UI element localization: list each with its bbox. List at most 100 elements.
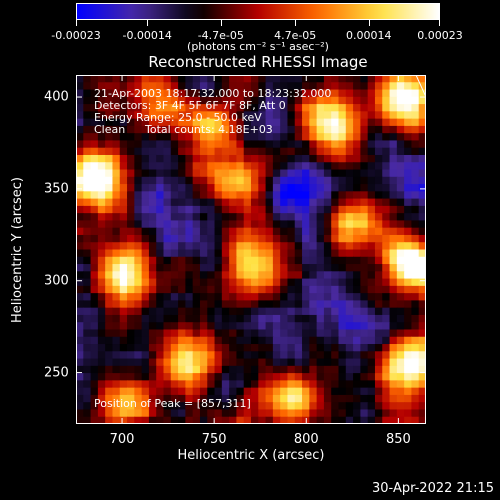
heatmap-cell xyxy=(374,154,383,163)
heatmap-cell xyxy=(148,205,157,214)
heatmap-cell xyxy=(236,307,245,316)
heatmap-cell xyxy=(360,285,369,294)
heatmap-cell xyxy=(156,365,165,374)
heatmap-cell xyxy=(76,358,84,367)
heatmap-cell xyxy=(302,402,310,411)
heatmap-cell xyxy=(396,264,405,272)
heatmap-cell xyxy=(396,387,405,396)
heatmap-cell xyxy=(258,140,267,149)
heatmap-cell xyxy=(316,147,325,156)
heatmap-cell xyxy=(170,147,179,156)
heatmap-cell xyxy=(251,111,259,120)
heatmap-cell xyxy=(280,191,289,200)
heatmap-cell xyxy=(294,300,303,309)
heatmap-cell xyxy=(156,402,165,411)
heatmap-cell xyxy=(374,89,383,98)
heatmap-cell xyxy=(141,162,150,171)
heatmap-cell xyxy=(411,154,420,163)
heatmap-cell xyxy=(389,307,398,316)
heatmap-cell xyxy=(229,133,238,142)
heatmap-cell xyxy=(360,242,369,251)
heatmap-cell xyxy=(389,322,398,331)
heatmap-cell xyxy=(251,242,259,251)
heatmap-cell xyxy=(251,154,259,163)
heatmap-cell xyxy=(156,89,165,98)
heatmap-cell xyxy=(207,133,216,142)
heatmap-cell xyxy=(323,89,332,98)
heatmap-cell xyxy=(163,125,172,134)
heatmap-cell xyxy=(236,220,245,229)
heatmap-cell xyxy=(353,307,361,316)
heatmap-cell xyxy=(221,344,230,352)
heatmap-cell xyxy=(404,104,413,112)
heatmap-cell xyxy=(134,307,143,316)
heatmap-cell xyxy=(192,402,201,411)
heatmap-cell xyxy=(112,387,121,396)
heatmap-cell xyxy=(156,118,165,127)
heatmap-plot[interactable] xyxy=(76,75,426,424)
heatmap-cell xyxy=(316,285,325,294)
heatmap-cell xyxy=(338,402,347,411)
heatmap-cell xyxy=(418,147,426,156)
heatmap-cell xyxy=(331,264,340,272)
heatmap-cell xyxy=(105,191,114,200)
heatmap-cell xyxy=(236,278,245,287)
heatmap-cell xyxy=(156,169,165,178)
heatmap-cell xyxy=(272,380,281,389)
heatmap-cell xyxy=(294,162,303,171)
heatmap-cell xyxy=(396,205,405,214)
heatmap-cell xyxy=(134,242,143,251)
heatmap-cell xyxy=(185,365,194,374)
heatmap-cell xyxy=(229,249,238,258)
heatmap-cell xyxy=(389,380,398,389)
heatmap-cell xyxy=(316,213,325,222)
heatmap-cell xyxy=(148,322,157,331)
heatmap-cell xyxy=(90,75,99,83)
heatmap-cell xyxy=(389,220,398,229)
heatmap-cell xyxy=(280,184,289,192)
heatmap-cell xyxy=(404,373,413,381)
heatmap-cell xyxy=(199,409,208,418)
heatmap-cell xyxy=(345,118,354,127)
heatmap-cell xyxy=(418,220,426,229)
heatmap-cell xyxy=(156,213,165,222)
heatmap-cell xyxy=(178,409,186,418)
heatmap-cell xyxy=(316,336,325,345)
heatmap-cell xyxy=(97,162,106,171)
heatmap-cell xyxy=(97,234,106,243)
heatmap-cell xyxy=(265,307,274,316)
heatmap-cell xyxy=(294,104,303,112)
heatmap-cell xyxy=(323,191,332,200)
heatmap-cell xyxy=(112,329,121,338)
heatmap-cell xyxy=(404,394,413,403)
heatmap-cell xyxy=(163,271,172,280)
heatmap-cell xyxy=(353,300,361,309)
heatmap-cell xyxy=(90,307,99,316)
heatmap-cell xyxy=(272,322,281,331)
heatmap-cell xyxy=(272,285,281,294)
heatmap-cell xyxy=(411,96,420,105)
heatmap-cell xyxy=(345,104,354,112)
heatmap-cell xyxy=(156,293,165,301)
heatmap-cell xyxy=(236,147,245,156)
heatmap-cell xyxy=(389,329,398,338)
heatmap-cell xyxy=(156,256,165,265)
heatmap-cell xyxy=(382,125,391,134)
heatmap-cell xyxy=(148,387,157,396)
heatmap-cell xyxy=(418,184,426,192)
heatmap-cell xyxy=(251,249,259,258)
heatmap-cell xyxy=(236,104,245,112)
heatmap-cell xyxy=(214,227,223,236)
heatmap-cell xyxy=(127,125,135,134)
heatmap-cell xyxy=(170,256,179,265)
heatmap-cell xyxy=(360,329,369,338)
heatmap-cell xyxy=(389,104,398,112)
heatmap-cell xyxy=(367,75,376,83)
heatmap-cell xyxy=(331,125,340,134)
heatmap-cell xyxy=(156,351,165,360)
heatmap-cell xyxy=(265,169,274,178)
heatmap-cell xyxy=(294,133,303,142)
heatmap-cell xyxy=(309,365,318,374)
heatmap-cell xyxy=(170,351,179,360)
heatmap-cell xyxy=(76,133,84,142)
